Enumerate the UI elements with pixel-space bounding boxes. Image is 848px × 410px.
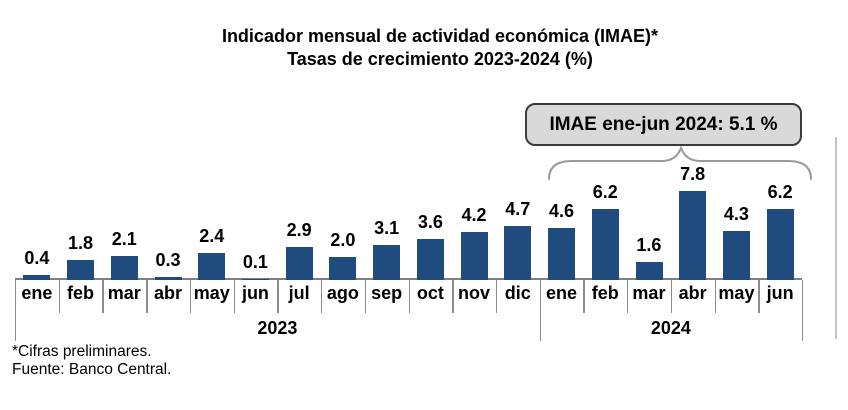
month-tick-label: sep	[371, 283, 403, 303]
month-separator	[277, 280, 279, 313]
annotation-box: IMAE ene-jun 2024: 5.1 %	[525, 103, 802, 146]
month-tick-label: jun	[241, 283, 269, 303]
month-tick-label: abr	[154, 283, 183, 303]
bar-value-label: 2.9	[286, 219, 312, 240]
bar	[548, 227, 575, 280]
bar-value-label: 2.1	[111, 229, 137, 250]
bar-value-label: 4.2	[461, 205, 487, 226]
bar	[329, 257, 357, 280]
year-separator	[802, 280, 804, 341]
month-tick-label: oct	[416, 283, 444, 303]
month-tick-label: nov	[458, 283, 491, 303]
bar	[110, 256, 138, 280]
bar-value-label: 0.4	[24, 248, 50, 269]
month-separator	[495, 280, 498, 313]
curly-brace-2024	[548, 146, 812, 180]
bar	[722, 231, 750, 280]
month-separator	[452, 280, 454, 313]
bar	[416, 239, 444, 280]
bar-value-label: 7.8	[680, 164, 706, 185]
bar-value-label: 4.7	[505, 199, 531, 220]
month-tick-label: abr	[678, 283, 707, 303]
bar-value-label: 6.2	[767, 182, 793, 203]
chart-title: Indicador mensual de actividad económica…	[221, 26, 659, 46]
month-separator	[321, 280, 323, 313]
year-separator	[15, 280, 17, 341]
bar	[635, 261, 663, 280]
month-separator	[758, 280, 760, 313]
bar-value-label: 1.8	[68, 232, 94, 253]
month-tick-label: feb	[67, 283, 95, 303]
bar	[285, 246, 313, 280]
month-tick-label: may	[193, 283, 230, 303]
bar	[154, 276, 182, 280]
x-axis-line	[15, 278, 802, 280]
month-tick-label: feb	[591, 283, 619, 303]
bar-value-label: 3.1	[374, 217, 400, 238]
bar	[679, 191, 707, 280]
month-tick-label: jul	[288, 283, 310, 303]
bar-value-label: 0.1	[242, 251, 268, 272]
bar-value-label: 1.6	[636, 234, 662, 255]
year-tick-label: 2024	[650, 318, 691, 338]
chart-right-border-line	[835, 137, 837, 339]
month-separator	[627, 280, 629, 313]
month-separator	[102, 280, 104, 313]
bar-value-label: 6.2	[592, 182, 618, 203]
month-separator	[364, 280, 367, 313]
month-tick-label: ene	[21, 283, 53, 303]
month-separator	[408, 280, 410, 313]
bar-value-label: 4.3	[723, 204, 749, 224]
month-separator	[233, 280, 235, 313]
month-tick-label: ene	[546, 283, 578, 303]
bar	[67, 259, 95, 280]
month-separator	[670, 280, 673, 313]
annotation-text: IMAE ene-jun 2024: 5.1 %	[549, 113, 778, 135]
bar-value-label: 2.0	[330, 230, 356, 251]
bar	[460, 232, 488, 280]
month-tick-label: mar	[632, 283, 666, 303]
month-separator	[58, 280, 61, 313]
bar-value-label: 0.3	[155, 249, 181, 270]
bar-value-label: 4.6	[549, 200, 575, 221]
month-tick-label: ago	[326, 283, 359, 303]
bar	[23, 275, 51, 280]
bar-value-label: 2.4	[199, 225, 225, 246]
month-separator	[189, 280, 192, 313]
bar	[242, 278, 269, 280]
month-tick-label: may	[718, 283, 755, 303]
month-separator	[583, 280, 585, 313]
month-separator	[146, 280, 148, 313]
bar-value-label: 3.6	[417, 212, 443, 232]
month-tick-label: dic	[504, 283, 531, 303]
year-separator	[539, 280, 542, 341]
footnote-preliminary: *Cifras preliminares.	[12, 343, 152, 360]
footnote-source: Fuente: Banco Central.	[12, 361, 172, 378]
bar	[198, 252, 226, 280]
bar	[504, 226, 532, 280]
chart-subtitle: Tasas de crecimiento 2023-2024 (%)	[287, 49, 593, 69]
year-tick-label: 2023	[257, 318, 298, 338]
bar	[766, 209, 794, 280]
month-separator	[714, 280, 716, 313]
bar	[373, 244, 401, 280]
month-tick-label: mar	[107, 283, 141, 303]
month-tick-label: jun	[766, 283, 794, 303]
bar	[591, 209, 619, 280]
